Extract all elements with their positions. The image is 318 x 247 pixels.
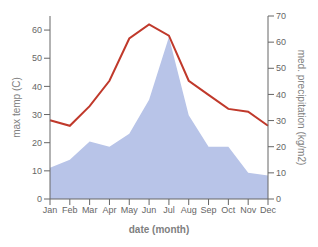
svg-text:Feb: Feb	[62, 205, 78, 215]
svg-text:Jun: Jun	[142, 205, 157, 215]
svg-text:Jan: Jan	[43, 205, 58, 215]
svg-text:date (month): date (month)	[129, 224, 190, 235]
svg-text:Mar: Mar	[82, 205, 98, 215]
svg-text:Jul: Jul	[163, 205, 175, 215]
svg-text:50: 50	[32, 53, 42, 63]
svg-text:60: 60	[276, 37, 286, 47]
svg-text:Dec: Dec	[260, 205, 277, 215]
svg-text:40: 40	[276, 90, 286, 100]
svg-text:30: 30	[32, 110, 42, 120]
svg-text:Aug: Aug	[181, 205, 197, 215]
svg-text:0: 0	[276, 194, 281, 204]
svg-text:20: 20	[32, 138, 42, 148]
svg-text:max temp (C): max temp (C)	[11, 77, 22, 138]
svg-text:0: 0	[37, 194, 42, 204]
svg-text:60: 60	[32, 25, 42, 35]
svg-text:May: May	[121, 205, 139, 215]
svg-text:10: 10	[276, 168, 286, 178]
svg-text:Sep: Sep	[201, 205, 217, 215]
svg-text:40: 40	[32, 82, 42, 92]
svg-text:Oct: Oct	[221, 205, 236, 215]
svg-text:70: 70	[276, 11, 286, 21]
svg-text:med. precipitation (kg/m2): med. precipitation (kg/m2)	[296, 50, 307, 166]
svg-text:10: 10	[32, 166, 42, 176]
svg-text:Nov: Nov	[240, 205, 257, 215]
svg-text:50: 50	[276, 63, 286, 73]
svg-text:30: 30	[276, 116, 286, 126]
svg-text:Apr: Apr	[102, 205, 116, 215]
svg-text:20: 20	[276, 142, 286, 152]
